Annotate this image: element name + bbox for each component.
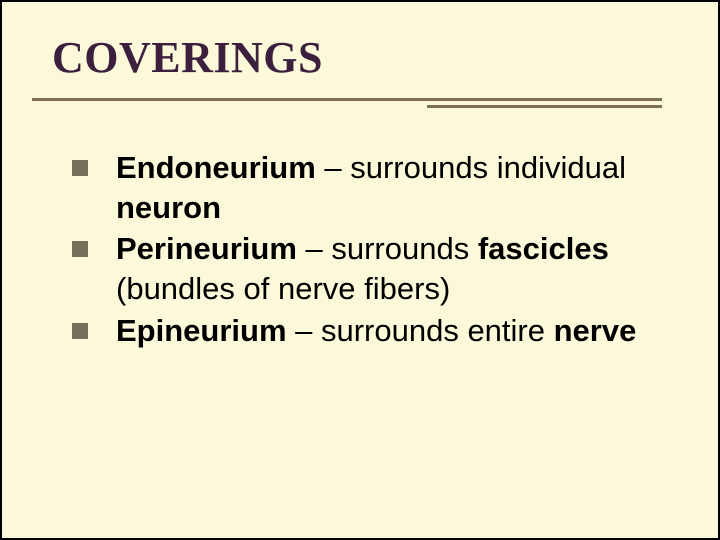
divider-group — [32, 98, 662, 108]
bullet-list: Endoneurium – surrounds individual neuro… — [72, 148, 672, 352]
term: Epineurium — [116, 313, 287, 348]
desc-mid: – surrounds entire — [287, 313, 554, 348]
square-bullet-icon — [72, 241, 88, 257]
desc-mid: – surrounds — [297, 231, 478, 266]
desc-bold: fascicles — [478, 231, 609, 266]
list-item: Endoneurium – surrounds individual neuro… — [72, 148, 672, 227]
list-item: Perineurium – surrounds fascicles (bundl… — [72, 229, 672, 308]
term: Perineurium — [116, 231, 297, 266]
square-bullet-icon — [72, 323, 88, 339]
desc-after: (bundles of nerve fibers) — [116, 271, 450, 306]
term: Endoneurium — [116, 150, 316, 185]
divider-long — [32, 98, 662, 101]
list-item: Epineurium – surrounds entire nerve — [72, 311, 672, 351]
desc-bold: neuron — [116, 190, 221, 225]
square-bullet-icon — [72, 160, 88, 176]
slide-title: COVERINGS — [52, 32, 323, 83]
slide: COVERINGS Endoneurium – surrounds indivi… — [0, 0, 720, 540]
desc-mid: – surrounds individual — [316, 150, 626, 185]
divider-short — [427, 105, 662, 108]
desc-bold: nerve — [554, 313, 637, 348]
